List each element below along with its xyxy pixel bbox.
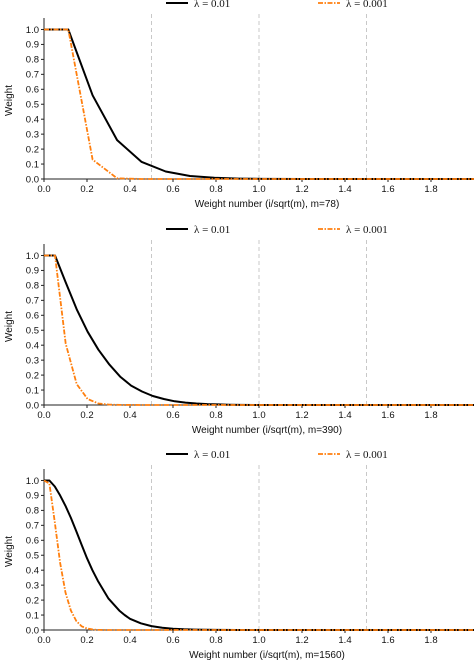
- x-axis-label: Weight number (i/sqrt(m), m=1560): [189, 650, 345, 661]
- y-tick-label: 0.2: [26, 144, 39, 155]
- x-axis-label: Weight number (i/sqrt(m), m=78): [195, 199, 340, 210]
- y-tick-label: 0.2: [26, 370, 39, 381]
- y-tick-label: 0.0: [26, 400, 39, 411]
- y-tick-label: 0.1: [26, 610, 39, 621]
- y-tick-label: 0.3: [26, 129, 39, 140]
- y-tick-label: 0.5: [26, 326, 39, 337]
- series-line-2: [44, 254, 474, 406]
- y-tick-label: 0.3: [26, 355, 39, 366]
- x-tick-label: 0.6: [166, 635, 179, 646]
- legend: λ = 0.01 λ = 0.001: [166, 0, 388, 10]
- x-tick-label: 1.0: [252, 184, 265, 195]
- x-tick-label: 1.2: [295, 410, 308, 421]
- y-tick-label: 0.8: [26, 55, 39, 66]
- x-tick-label: 0.0: [37, 635, 50, 646]
- y-tick-label: 0.7: [26, 521, 39, 532]
- chart-panel-3: 0.0 0.1 0.2 0.3 0.4 0.5 0.6 0.7 0.8 0.9 1.0 0.0 0.2 0…: [4, 449, 474, 661]
- y-tick-label: 0.3: [26, 580, 39, 591]
- y-tick-label: 0.8: [26, 506, 39, 517]
- y-tick-label: 0.5: [26, 551, 39, 562]
- series-line-2: [43, 479, 474, 631]
- x-tick-label: 1.8: [424, 410, 437, 421]
- x-tick-label: 1.2: [295, 184, 308, 195]
- y-tick-label: 0.7: [26, 296, 39, 307]
- x-tick-label: 1.0: [252, 635, 265, 646]
- x-tick-label: 1.2: [295, 635, 308, 646]
- legend: λ = 0.01 λ = 0.001: [166, 449, 388, 461]
- x-tick-label: 1.4: [338, 410, 351, 421]
- y-tick-label: 0.0: [26, 625, 39, 636]
- legend-label: λ = 0.01: [194, 224, 230, 236]
- x-tick-label: 1.6: [381, 410, 394, 421]
- x-tick-label: 1.8: [424, 184, 437, 195]
- y-tick-label: 1.0: [26, 251, 39, 262]
- y-tick-label: 0.5: [26, 100, 39, 111]
- y-tick-label: 0.9: [26, 266, 39, 277]
- y-tick-label: 0.1: [26, 385, 39, 396]
- x-tick-label: 1.0: [252, 410, 265, 421]
- x-tick-label: 0.2: [80, 184, 93, 195]
- x-tick-label: 0.4: [123, 410, 136, 421]
- x-tick-label: 0.0: [37, 410, 50, 421]
- x-tick-label: 1.4: [338, 635, 351, 646]
- x-tick-label: 1.6: [381, 184, 394, 195]
- y-tick-label: 0.4: [26, 114, 39, 125]
- legend-label: λ = 0.001: [346, 449, 388, 461]
- x-tick-label: 1.8: [424, 635, 437, 646]
- y-tick-label: 0.6: [26, 536, 39, 547]
- y-tick-label: 0.7: [26, 70, 39, 81]
- legend-label: λ = 0.01: [194, 449, 230, 461]
- x-tick-label: 0.4: [123, 184, 136, 195]
- x-tick-label: 0.8: [209, 184, 222, 195]
- y-tick-label: 0.2: [26, 595, 39, 606]
- y-tick-label: 0.6: [26, 311, 39, 322]
- x-tick-label: 0.8: [209, 635, 222, 646]
- y-axis-label: Weight: [4, 85, 15, 116]
- x-tick-label: 1.6: [381, 635, 394, 646]
- y-axis-label: Weight: [4, 311, 15, 342]
- x-tick-label: 0.0: [37, 184, 50, 195]
- x-tick-label: 1.4: [338, 184, 351, 195]
- chart-panel-1: 0.0 0.1 0.2 0.3 0.4 0.5 0.6 0.7 0.8 0.9 1.0 0.0 0.2 0…: [4, 0, 474, 210]
- y-tick-label: 0.4: [26, 565, 39, 576]
- legend-label: λ = 0.001: [346, 224, 388, 236]
- x-tick-label: 0.6: [166, 410, 179, 421]
- y-tick-label: 1.0: [26, 25, 39, 36]
- legend: λ = 0.01 λ = 0.001: [166, 224, 388, 236]
- y-axis-label: Weight: [4, 536, 15, 567]
- y-tick-label: 0.9: [26, 491, 39, 502]
- x-axis-label: Weight number (i/sqrt(m), m=390): [192, 425, 342, 436]
- y-tick-label: 0.9: [26, 40, 39, 51]
- legend-label: λ = 0.001: [346, 0, 388, 10]
- x-tick-label: 0.2: [80, 635, 93, 646]
- x-tick-label: 0.6: [166, 184, 179, 195]
- y-tick-label: 0.1: [26, 159, 39, 170]
- chart-panel-2: 0.0 0.1 0.2 0.3 0.4 0.5 0.6 0.7 0.8 0.9 1.0 0.0 0.2 0…: [4, 224, 474, 436]
- y-tick-label: 0.8: [26, 281, 39, 292]
- legend-label: λ = 0.01: [194, 0, 230, 10]
- y-tick-label: 0.6: [26, 85, 39, 96]
- x-tick-label: 0.2: [80, 410, 93, 421]
- series-line-1: [44, 254, 474, 406]
- series-line-2: [44, 28, 474, 180]
- y-tick-label: 0.0: [26, 174, 39, 185]
- x-tick-label: 0.4: [123, 635, 136, 646]
- y-tick-label: 0.4: [26, 340, 39, 351]
- y-tick-label: 1.0: [26, 476, 39, 487]
- x-tick-label: 0.8: [209, 410, 222, 421]
